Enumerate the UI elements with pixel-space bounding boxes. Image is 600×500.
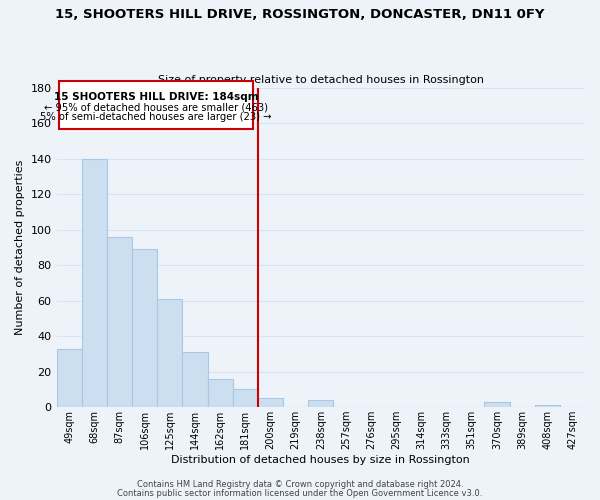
Bar (132, 249, 157, 407)
Bar (182, 352, 208, 407)
Bar (82, 158, 107, 407)
Bar (208, 379, 233, 407)
FancyBboxPatch shape (59, 82, 253, 129)
Y-axis label: Number of detached properties: Number of detached properties (15, 160, 25, 335)
Text: ← 95% of detached houses are smaller (463): ← 95% of detached houses are smaller (46… (44, 102, 268, 113)
Bar (107, 237, 132, 407)
Bar (233, 390, 258, 407)
Bar (484, 402, 509, 407)
Bar (308, 400, 334, 407)
Bar (258, 398, 283, 407)
Text: Contains public sector information licensed under the Open Government Licence v3: Contains public sector information licen… (118, 488, 482, 498)
Text: Contains HM Land Registry data © Crown copyright and database right 2024.: Contains HM Land Registry data © Crown c… (137, 480, 463, 489)
X-axis label: Distribution of detached houses by size in Rossington: Distribution of detached houses by size … (172, 455, 470, 465)
Text: 15, SHOOTERS HILL DRIVE, ROSSINGTON, DONCASTER, DN11 0FY: 15, SHOOTERS HILL DRIVE, ROSSINGTON, DON… (55, 8, 545, 20)
Bar (56, 348, 82, 407)
Text: 15 SHOOTERS HILL DRIVE: 184sqm: 15 SHOOTERS HILL DRIVE: 184sqm (53, 92, 258, 102)
Text: 5% of semi-detached houses are larger (23) →: 5% of semi-detached houses are larger (2… (40, 112, 272, 122)
Bar (535, 406, 560, 407)
Title: Size of property relative to detached houses in Rossington: Size of property relative to detached ho… (158, 76, 484, 86)
Bar (157, 299, 182, 407)
